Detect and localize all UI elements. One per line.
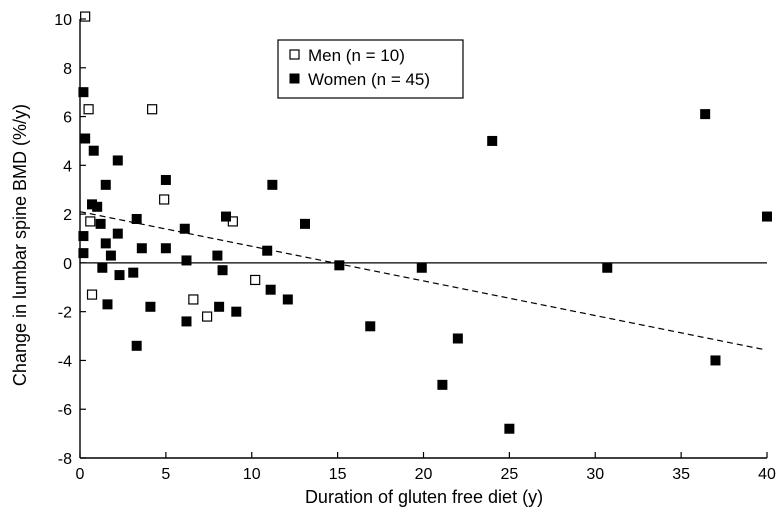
data-point-women (762, 211, 772, 222)
data-point-women (214, 301, 225, 312)
x-tick-label: 10 (243, 466, 261, 483)
y-tick-label: -6 (58, 402, 72, 419)
x-tick-label: 35 (672, 466, 690, 483)
data-point-women (181, 255, 192, 266)
data-point-women (112, 155, 123, 166)
y-tick-label: 8 (63, 61, 72, 78)
data-point-women (231, 306, 242, 317)
data-point-women (105, 250, 116, 261)
data-point-women (365, 321, 376, 332)
data-point-men (83, 104, 94, 115)
data-point-women (700, 109, 711, 120)
data-point-women (78, 248, 89, 259)
data-point-women (136, 243, 147, 254)
data-point-women (160, 243, 171, 254)
y-tick-label: -2 (58, 305, 72, 322)
data-point-women (78, 231, 89, 242)
data-point-women (112, 228, 123, 239)
x-tick-label: 0 (76, 466, 85, 483)
y-tick-label: 4 (63, 158, 72, 175)
data-point-women (265, 284, 276, 295)
legend-label-women: Women (n = 45) (308, 70, 430, 89)
y-tick-label: -8 (58, 451, 72, 468)
x-tick-label: 15 (329, 466, 347, 483)
y-tick-label: -4 (58, 353, 72, 370)
data-point-women (97, 262, 108, 273)
data-point-women (212, 250, 223, 261)
data-point-men (201, 311, 213, 322)
data-point-women (710, 355, 721, 366)
data-point-women (452, 333, 463, 344)
legend-marker-women (289, 73, 300, 84)
data-point-women (131, 213, 142, 224)
y-tick-label: 10 (54, 12, 72, 29)
data-point-women (504, 423, 515, 434)
x-tick-label: 30 (586, 466, 604, 483)
data-point-women (92, 201, 103, 212)
x-tick-label: 20 (415, 466, 433, 483)
data-point-women (100, 238, 111, 249)
data-point-women (102, 299, 113, 310)
legend-marker-men (289, 49, 300, 60)
data-point-women (262, 245, 273, 256)
data-point-men (159, 194, 170, 205)
tick-labels: 0 5 10 15 20 25 30 35 40 -8 -6 -4 -2 0 2 4 6 8 10 (54, 12, 776, 483)
y-tick-label: 2 (63, 207, 72, 224)
data-point-women (181, 316, 192, 327)
data-point-women (267, 179, 278, 190)
y-axis-title: Change in lumbar spine BMD (%/y) (10, 104, 30, 386)
x-tick-label: 5 (161, 466, 170, 483)
data-point-women (282, 294, 293, 305)
x-tick-label: 25 (500, 466, 518, 483)
data-point-women (220, 211, 231, 222)
data-point-women (88, 145, 99, 156)
data-point-women (334, 260, 345, 271)
data-point-women (299, 218, 310, 229)
legend-label-men: Men (n = 10) (308, 46, 405, 65)
data-point-women (80, 133, 91, 144)
data-point-men (250, 274, 261, 286)
data-point-men (147, 104, 158, 115)
data-point-women (114, 270, 125, 281)
data-point-women (602, 262, 613, 273)
y-tick-label: 6 (63, 110, 72, 127)
data-point-women (131, 340, 142, 351)
y-tick-label: 0 (63, 256, 72, 273)
data-point-women (78, 87, 89, 98)
data-point-men (85, 216, 96, 227)
data-point-women (217, 265, 228, 276)
data-point-men (80, 11, 91, 22)
data-point-women (128, 267, 139, 278)
data-points (78, 11, 772, 434)
data-point-women (95, 218, 106, 229)
legend: Men (n = 10) Women (n = 45) (277, 39, 464, 99)
x-tick-label: 40 (758, 466, 776, 483)
x-axis-title: Duration of gluten free diet (y) (305, 487, 543, 507)
data-point-women (437, 379, 448, 390)
data-point-women (179, 223, 190, 234)
data-point-men (188, 294, 199, 305)
data-point-women (100, 179, 111, 190)
regression-line (79, 211, 764, 351)
data-point-men (86, 289, 98, 300)
data-point-women (160, 174, 171, 185)
data-point-women (145, 301, 156, 312)
legend-box (277, 39, 464, 99)
data-point-women (487, 135, 498, 146)
data-point-women (416, 262, 427, 273)
axis-ticks (79, 18, 768, 459)
